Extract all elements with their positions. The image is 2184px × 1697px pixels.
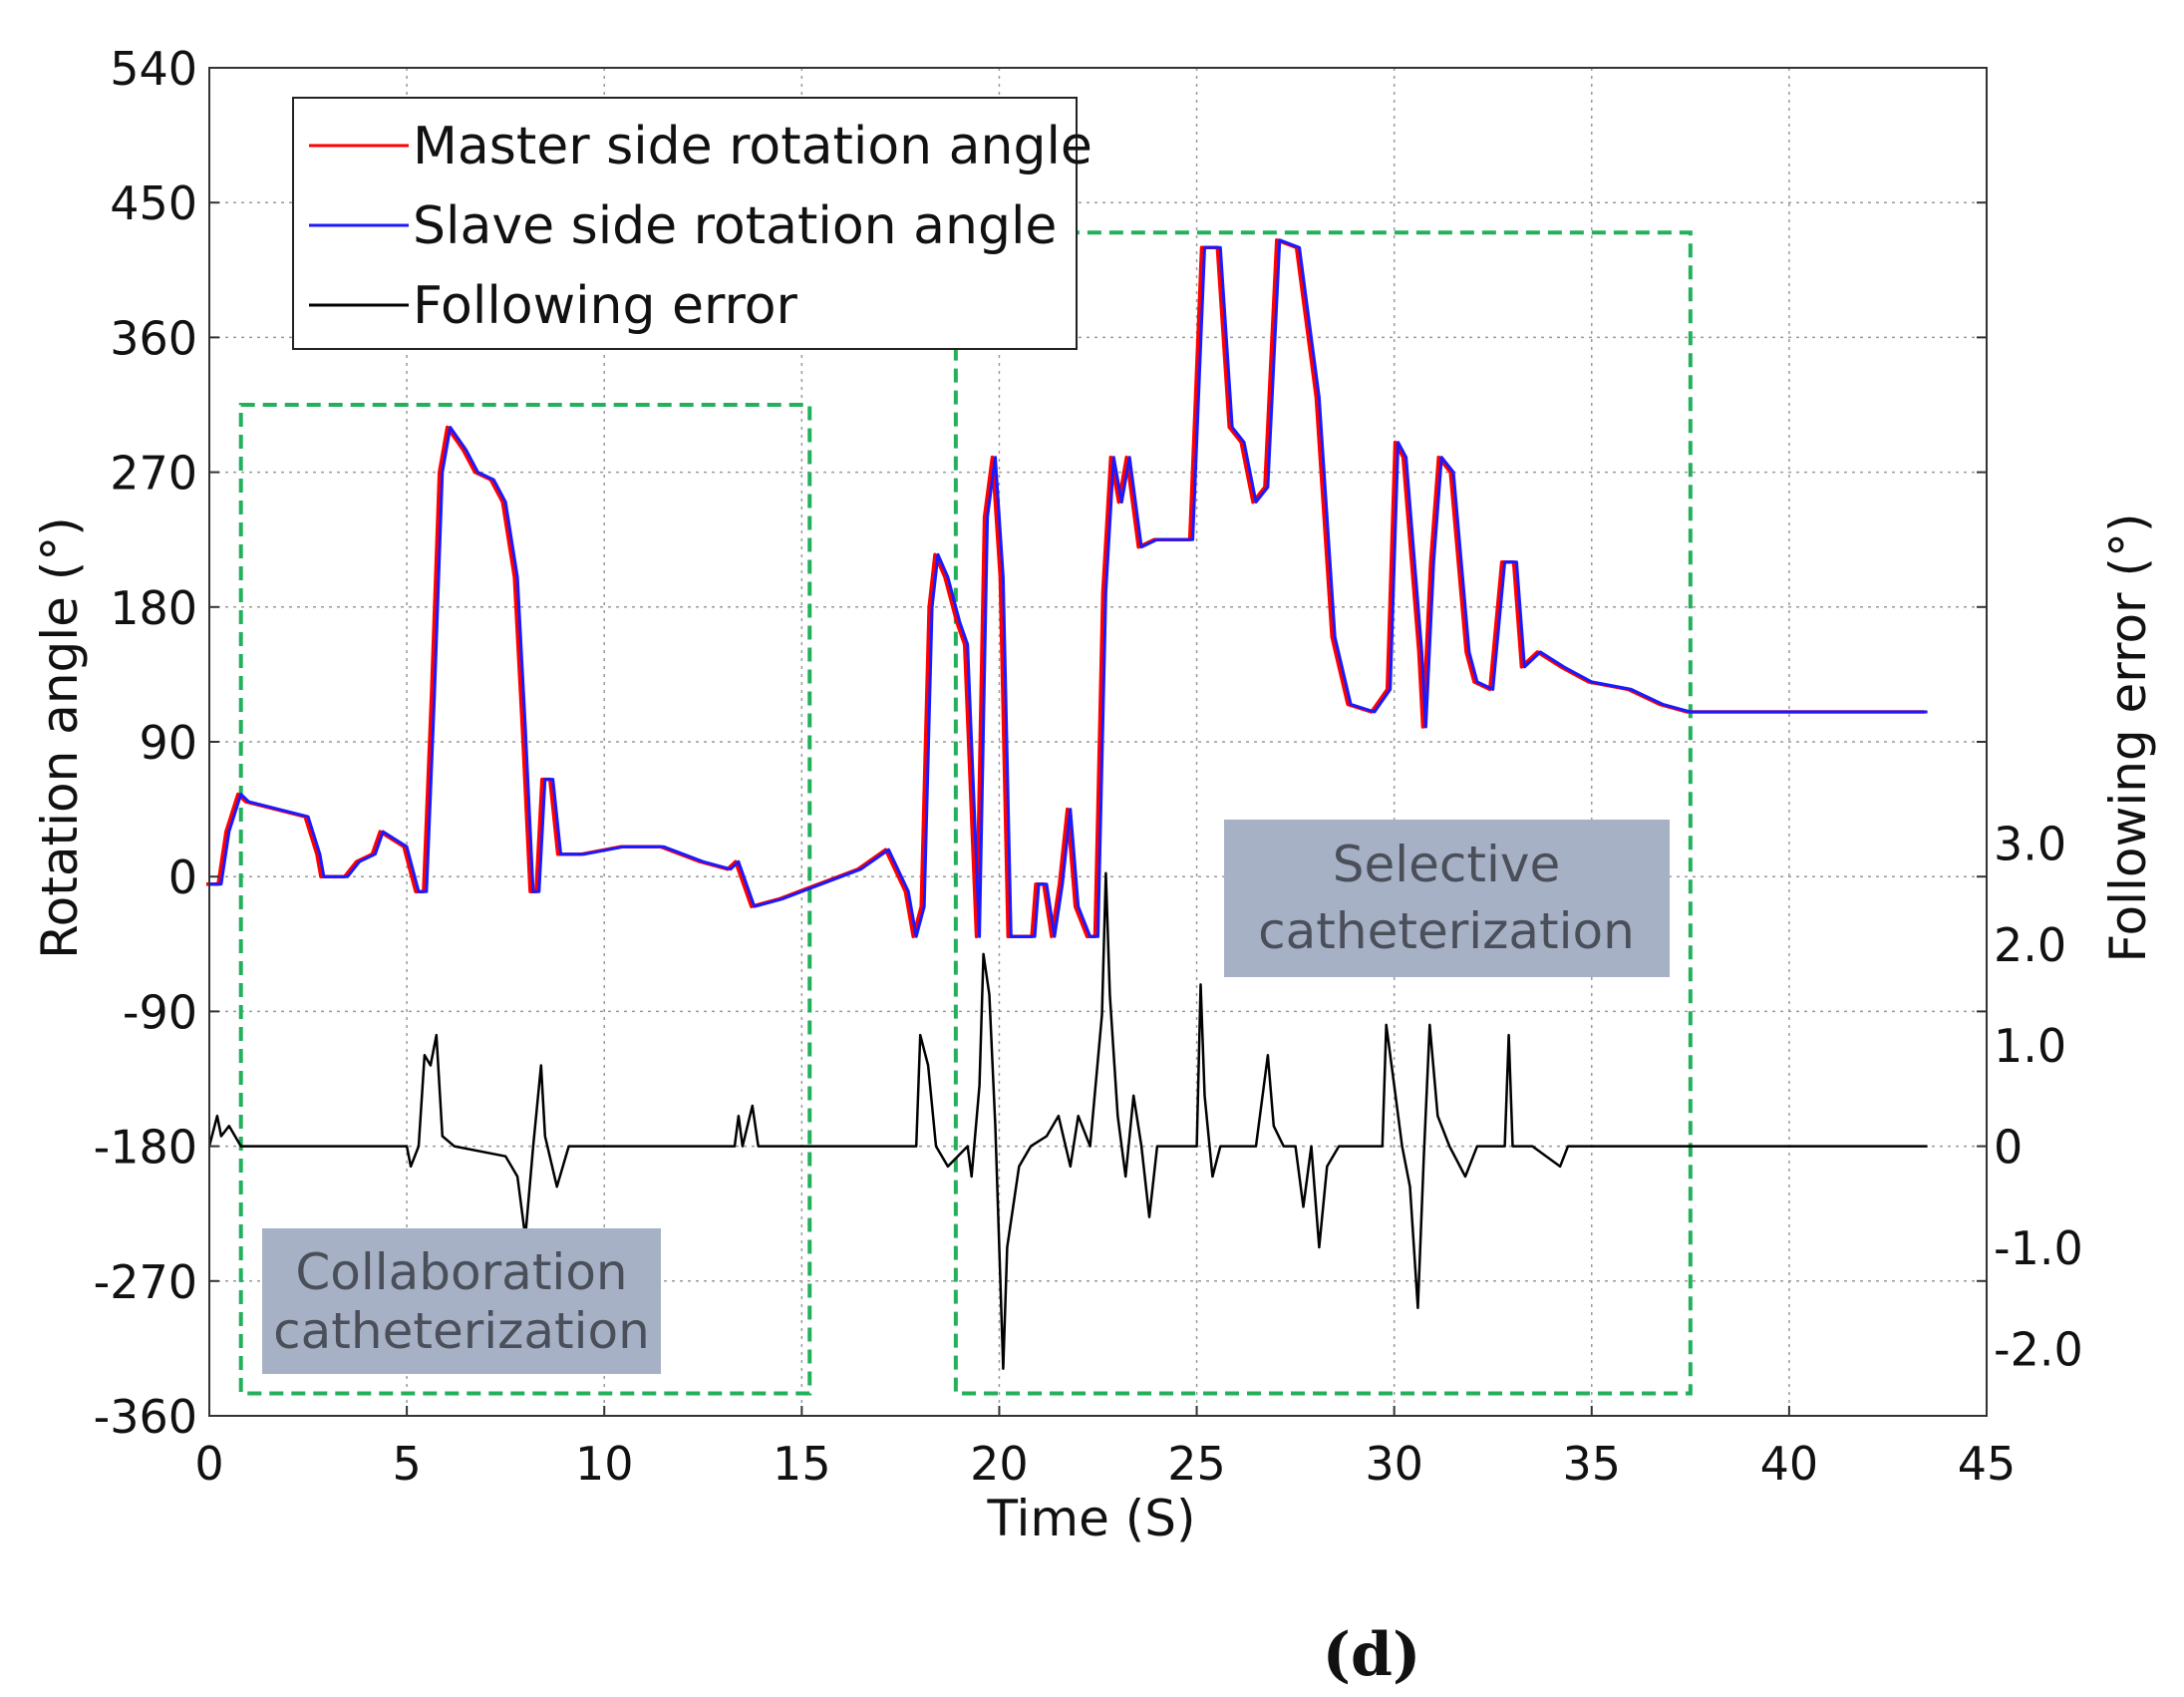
region-label-collab-line1: Collaboration	[295, 1243, 627, 1301]
x-tick-label: 20	[970, 1437, 1029, 1491]
legend: Master side rotation angle Slave side ro…	[292, 97, 1092, 350]
x-axis-title: Time (S)	[986, 1490, 1195, 1547]
y-axis-title: Rotation angle (°)	[31, 516, 89, 959]
region-label-collab-bg	[262, 1228, 661, 1374]
legend-label-error: Following error	[413, 276, 798, 336]
x-tick-label: 15	[773, 1437, 831, 1491]
series-line-slave	[209, 238, 1928, 938]
series-line-error	[207, 871, 1928, 1370]
y2-tick-label: 2.0	[1994, 918, 2066, 972]
region-label-collab-line2: catheterization	[273, 1302, 650, 1360]
region-box-1	[238, 403, 812, 1396]
x-tick-label: 45	[1958, 1437, 2017, 1491]
y-tick-label: -180	[94, 1121, 197, 1175]
x-tick-label: 5	[392, 1437, 421, 1491]
y2-tick-label: 3.0	[1994, 817, 2066, 870]
y2-tick-label: -1.0	[1994, 1221, 2083, 1275]
y-tick-label: 90	[139, 716, 197, 770]
region-label-selective-line2: catheterization	[1258, 902, 1635, 960]
region-label-selective-line1: Selective	[1333, 836, 1561, 893]
y-tick-label: 360	[110, 311, 197, 365]
region-box-2	[953, 230, 1693, 1396]
x-tick-label: 10	[575, 1437, 634, 1491]
legend-label-master: Master side rotation angle	[413, 117, 1092, 176]
x-tick-label: 40	[1760, 1437, 1819, 1491]
y2-axis-title: Following error (°)	[2099, 512, 2157, 962]
y-tick-label: 0	[168, 850, 197, 904]
legend-box	[292, 97, 1078, 350]
x-tick-label: 35	[1563, 1437, 1622, 1491]
legend-label-slave: Slave side rotation angle	[413, 196, 1057, 256]
y-tick-label: 270	[110, 447, 197, 501]
y2-tick-label: 0	[1994, 1121, 2023, 1175]
y-tick-label: -90	[123, 985, 197, 1039]
x-tick-label: 30	[1365, 1437, 1423, 1491]
x-tick-label: 0	[194, 1437, 223, 1491]
y-tick-label: 450	[110, 176, 197, 230]
x-tick-label: 25	[1167, 1437, 1226, 1491]
y-tick-label: -360	[94, 1390, 197, 1444]
highlight-regions	[238, 230, 1693, 1396]
panel-label: (d)	[1323, 1620, 1421, 1690]
y-tick-label: 180	[110, 581, 197, 635]
axis-ticks: 0 5 10 15 20 25 30 35 40 45 540 450 360 270 180 90 0 -90 -…	[94, 42, 2083, 1491]
y2-tick-label: -2.0	[1994, 1322, 2083, 1376]
region-labels: Collaboration catheterization Selective …	[262, 820, 1670, 1374]
y2-tick-label: 1.0	[1994, 1019, 2066, 1073]
region-label-selective-bg	[1224, 820, 1670, 977]
y-tick-label: 540	[110, 42, 197, 96]
series-layer	[206, 238, 1928, 1370]
y-tick-label: -270	[94, 1255, 197, 1309]
